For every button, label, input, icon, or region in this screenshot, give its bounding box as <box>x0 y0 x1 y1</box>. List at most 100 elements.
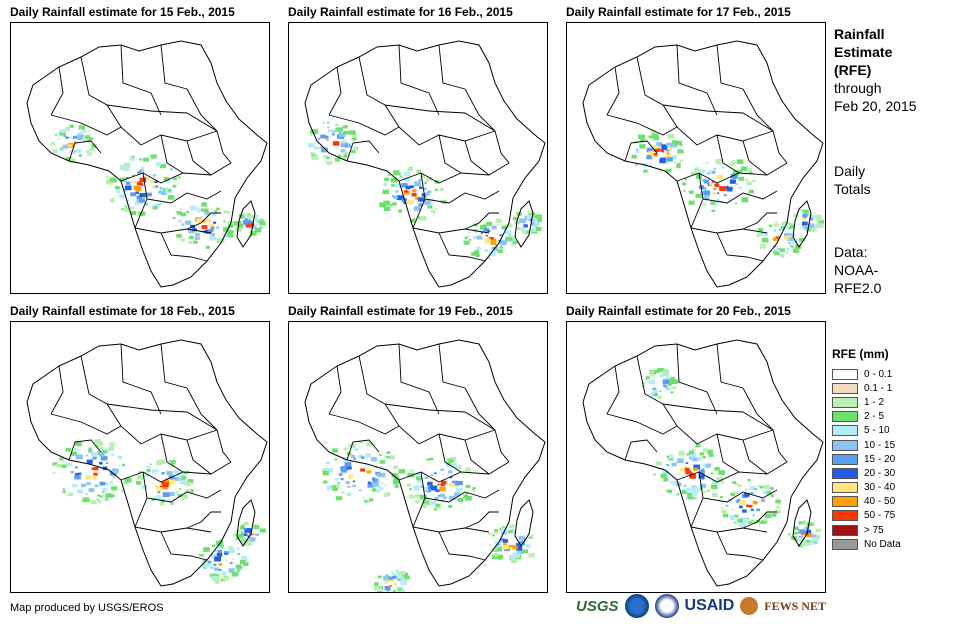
rain-cell <box>214 580 221 584</box>
rain-cell <box>93 472 98 476</box>
rain-cell <box>642 382 645 384</box>
rain-cell <box>660 148 664 152</box>
rain-cell <box>332 448 338 453</box>
rain-cell <box>386 451 391 454</box>
rain-cell <box>226 211 231 214</box>
rain-cell <box>384 455 388 458</box>
side-title-line: Rainfall <box>834 26 885 42</box>
rain-cell <box>668 379 675 384</box>
rain-cell <box>501 225 507 230</box>
rain-cell <box>698 474 705 479</box>
rain-cell <box>701 477 705 480</box>
rain-cell <box>476 235 483 240</box>
rain-cell <box>390 471 393 474</box>
legend-label: No Data <box>864 538 901 550</box>
rain-cell <box>653 473 656 476</box>
rain-cell <box>655 461 662 466</box>
rain-cell <box>238 565 243 569</box>
rainfall-overlay <box>641 367 821 548</box>
rain-cell <box>156 470 160 472</box>
rain-cell <box>651 133 659 139</box>
rain-cell <box>124 477 132 483</box>
rain-cell <box>448 504 453 508</box>
rain-cell <box>360 468 365 472</box>
rain-cell <box>450 463 457 468</box>
rain-cell <box>184 481 191 486</box>
rain-cell <box>52 472 56 474</box>
rain-cell <box>512 545 518 550</box>
rain-cell <box>773 223 779 227</box>
rain-cell <box>368 467 371 469</box>
rain-cell <box>725 504 729 507</box>
rain-cell <box>144 473 149 477</box>
rain-cell <box>448 459 454 463</box>
rain-cell <box>700 483 707 488</box>
country-border <box>50 66 64 116</box>
rain-cell <box>500 538 505 542</box>
rain-cell <box>689 474 696 479</box>
rain-cell <box>405 185 411 190</box>
rain-cell <box>181 498 184 501</box>
rain-cell <box>666 157 673 162</box>
rain-cell <box>125 181 131 185</box>
rain-cell <box>732 481 737 484</box>
rain-cell <box>119 177 126 182</box>
rain-cell <box>667 382 672 386</box>
rain-cell <box>412 217 417 220</box>
rain-cell <box>779 248 786 252</box>
rain-cell <box>666 142 672 147</box>
rain-cell <box>219 544 224 548</box>
rain-cell <box>250 230 257 236</box>
rain-cell <box>499 234 503 237</box>
country-border <box>676 44 718 116</box>
country-border <box>186 212 221 230</box>
rain-cell <box>194 236 200 240</box>
rain-cell <box>758 485 761 488</box>
rain-cell <box>138 211 145 216</box>
rain-cell <box>210 566 214 569</box>
rain-cell <box>324 160 328 163</box>
rain-cell <box>79 128 82 130</box>
rain-cell <box>715 159 722 164</box>
rain-cell <box>717 192 720 194</box>
country-border <box>772 429 788 463</box>
rain-cell <box>85 454 89 457</box>
rain-cell <box>708 170 714 174</box>
rain-cell <box>214 210 218 213</box>
rain-cell <box>183 471 188 475</box>
rain-cell <box>667 134 670 137</box>
rain-cell <box>702 456 706 459</box>
side-data-source: Data: NOAA- RFE2.0 <box>834 243 881 297</box>
rain-cell <box>170 168 173 171</box>
rain-cell <box>739 505 743 509</box>
rain-cell <box>793 213 799 218</box>
rain-cell <box>87 139 92 143</box>
rain-cell <box>667 134 675 139</box>
rain-cell <box>217 238 225 243</box>
rain-cell <box>391 184 395 187</box>
rain-cell <box>493 529 498 532</box>
rain-cell <box>403 201 407 204</box>
rain-cell <box>768 224 773 227</box>
rain-cell <box>159 203 162 205</box>
rain-cell <box>496 223 499 226</box>
legend-swatch <box>832 496 858 508</box>
rain-cell <box>379 487 384 491</box>
rain-cell <box>75 441 82 446</box>
rain-cell <box>506 223 513 228</box>
rain-cell <box>178 219 183 223</box>
rain-cell <box>735 500 740 503</box>
rain-cell <box>349 130 356 135</box>
rain-cell <box>740 503 745 506</box>
rain-cell <box>407 167 413 172</box>
rain-cell <box>441 480 447 485</box>
rain-cell <box>75 454 83 460</box>
rain-cell <box>633 140 638 144</box>
country-border <box>50 114 218 146</box>
rain-cell <box>731 160 736 164</box>
rain-cell <box>694 167 701 172</box>
rain-cell <box>115 186 120 190</box>
rain-cell <box>671 379 675 382</box>
rain-cell <box>376 489 381 493</box>
rain-cell <box>503 542 507 545</box>
